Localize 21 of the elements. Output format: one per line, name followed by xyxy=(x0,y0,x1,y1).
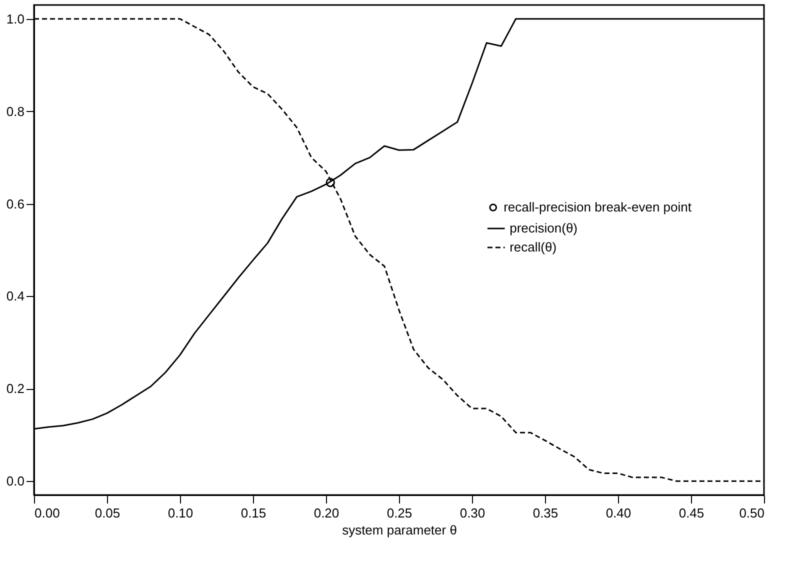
x-tick-label: 0.00 xyxy=(34,506,60,520)
y-tick-label: 0.2 xyxy=(6,381,24,396)
x-tick-label: 0.40 xyxy=(606,506,632,520)
x-tick-label: 0.15 xyxy=(240,506,266,520)
y-tick-label: 0.0 xyxy=(6,474,24,489)
x-tick-label: 0.25 xyxy=(386,506,412,520)
y-tick-label: 0.8 xyxy=(6,104,24,119)
y-tick-label: 0.6 xyxy=(6,196,24,212)
x-tick-label: 0.05 xyxy=(94,506,120,520)
x-tick-label: 0.50 xyxy=(739,506,764,520)
y-tick-label: 0.4 xyxy=(6,288,24,304)
x-tick-label: 0.35 xyxy=(532,506,558,520)
x-tick-label: 0.10 xyxy=(168,506,194,520)
legend-label: precision(θ) xyxy=(510,220,578,236)
x-tick-label: 0.20 xyxy=(314,506,340,520)
x-tick-label: 0.45 xyxy=(678,506,704,520)
x-axis-title: system parameter θ xyxy=(342,522,457,538)
x-tick-label: 0.30 xyxy=(460,506,486,520)
y-tick-label: 1.0 xyxy=(6,11,24,26)
legend-label: recall(θ) xyxy=(510,240,557,254)
legend-label: recall-precision break-even point xyxy=(504,200,692,214)
